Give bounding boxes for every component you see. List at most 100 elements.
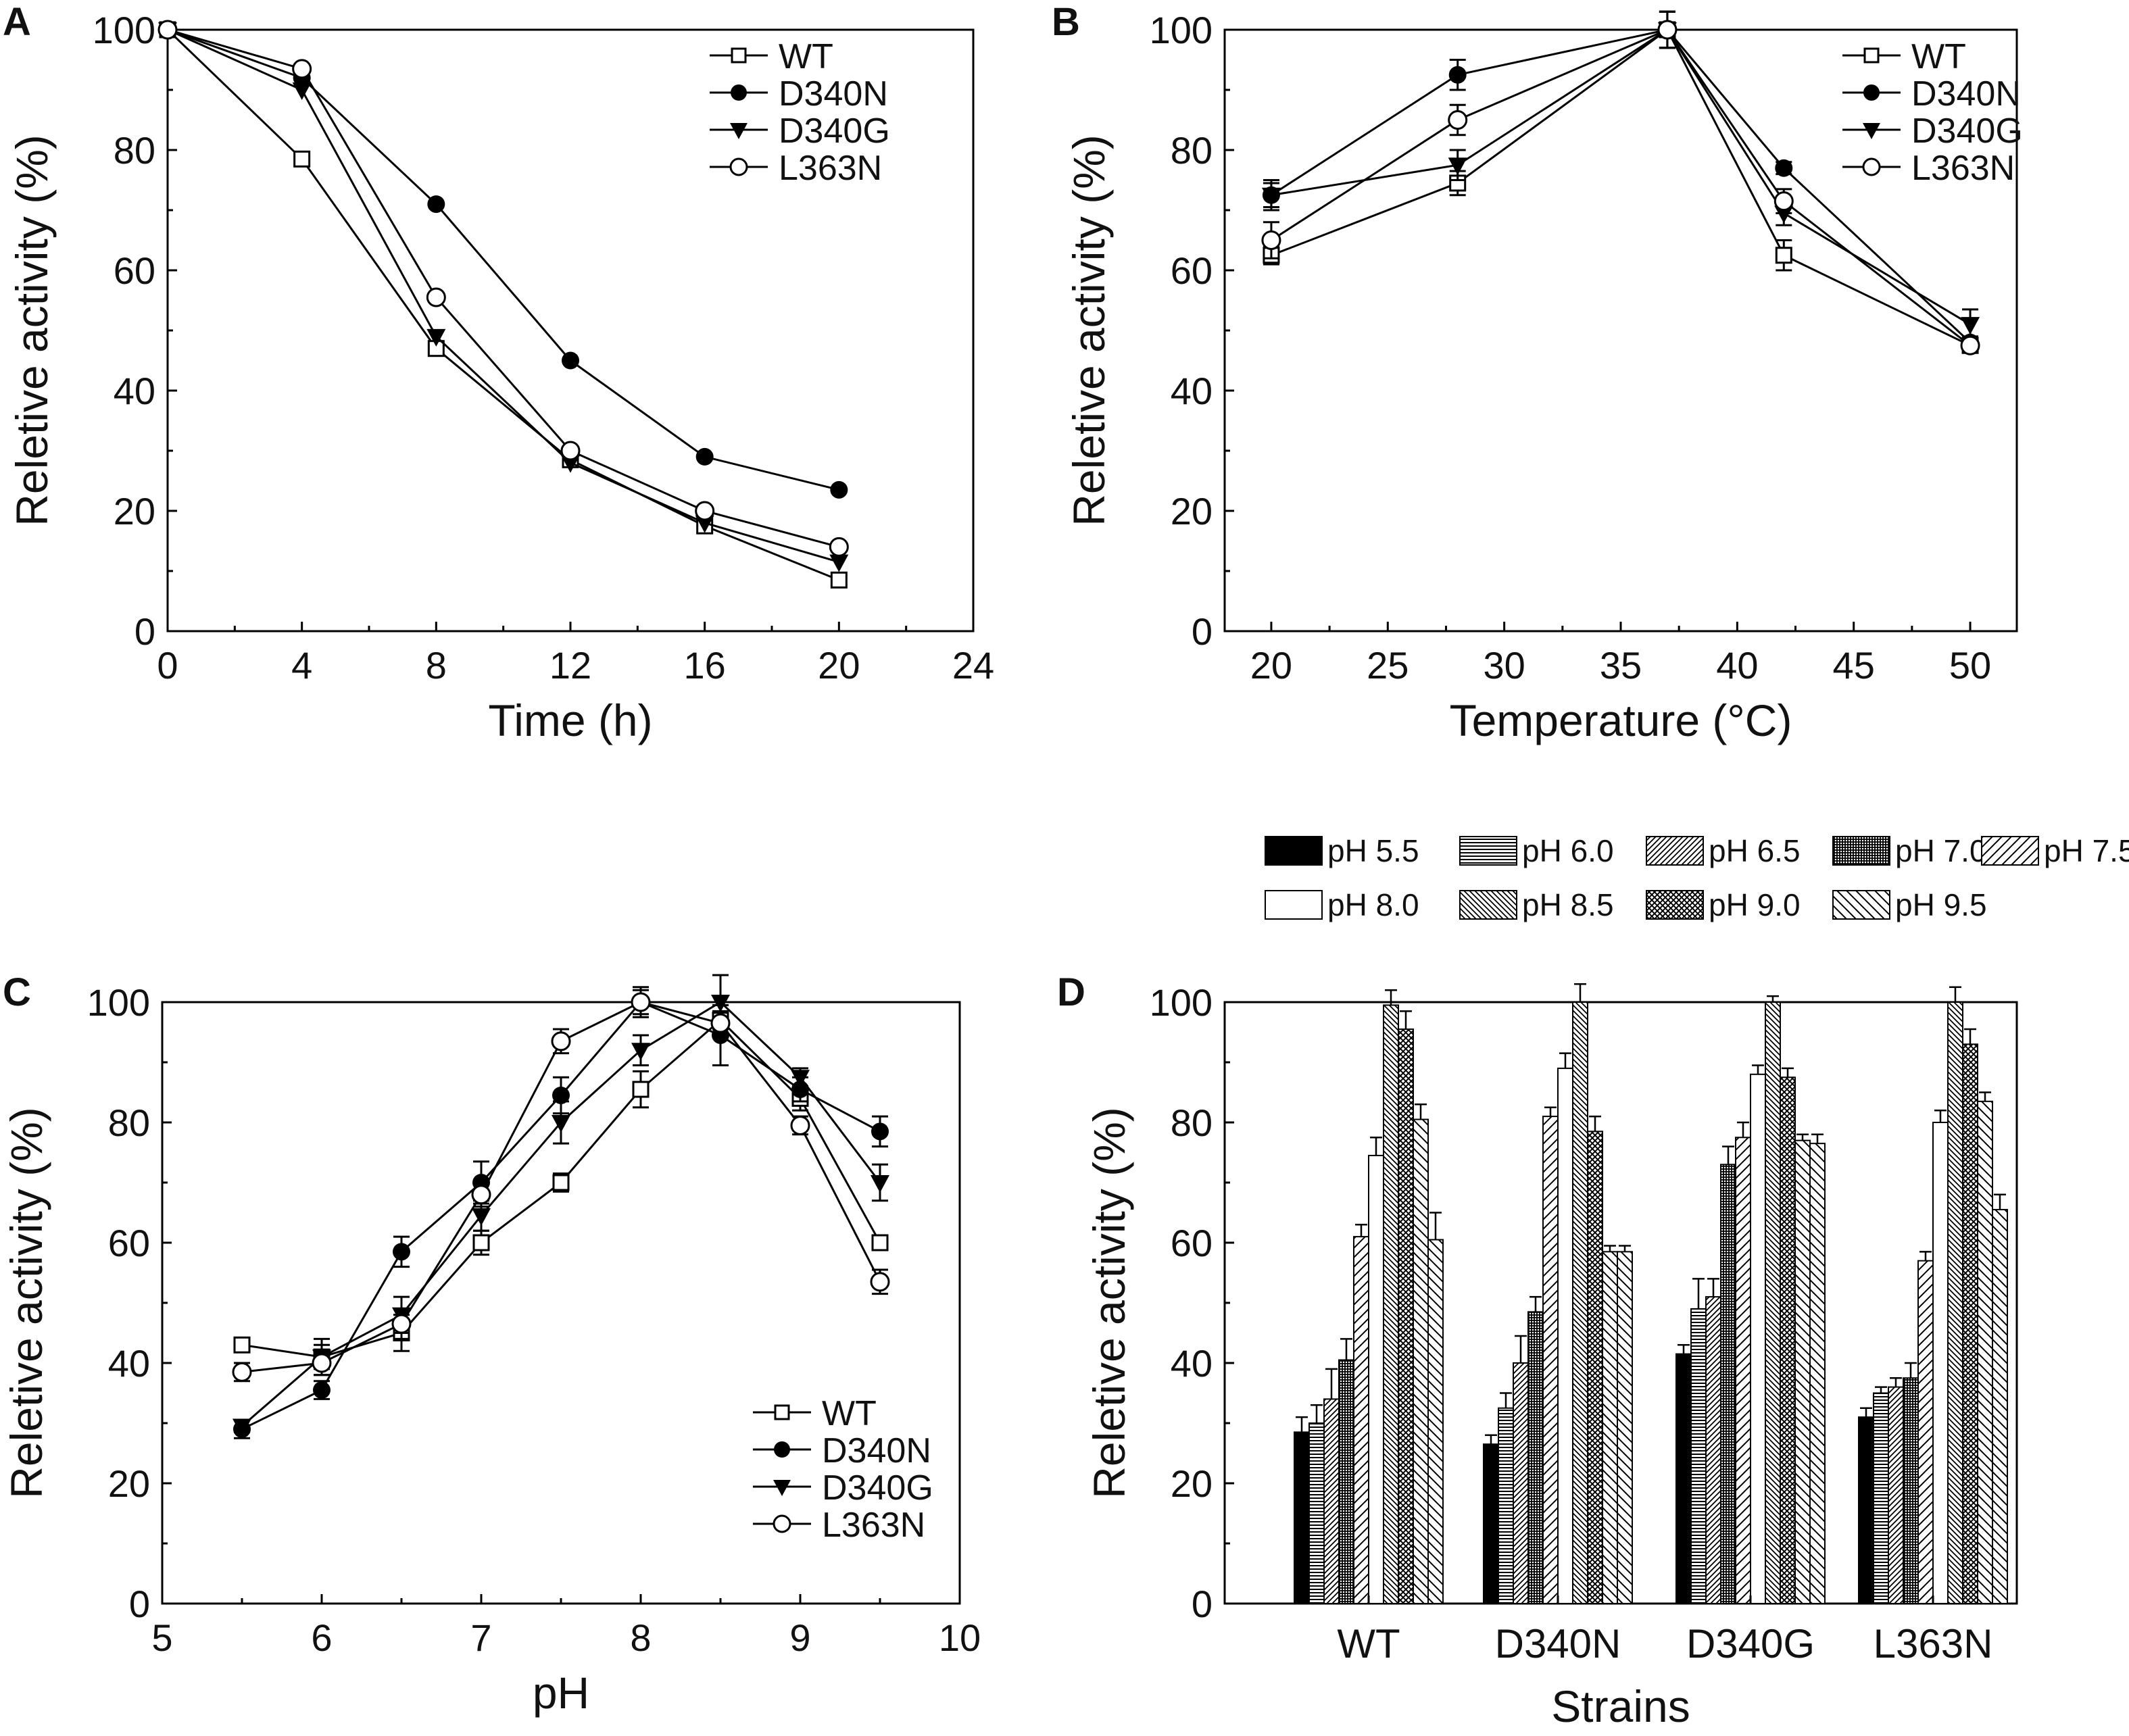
- panel-c-point-l363n: [391, 1314, 412, 1334]
- panel-c-point-d340n: [552, 1086, 570, 1104]
- panel-c-x-tick-label: 7: [470, 1616, 491, 1659]
- panel-b-point-d340n: [1448, 66, 1467, 84]
- panel-a-y-tick-label: 60: [114, 249, 155, 292]
- panel-d-error-bar: [1370, 1137, 1382, 1156]
- panel-d-legend-swatch: [1646, 836, 1704, 866]
- panel-a-legend-label-d340g: D340G: [779, 111, 890, 151]
- panel-d-error-bar: [1994, 1193, 2006, 1210]
- panel-b-x-tick-label: 30: [1483, 644, 1525, 687]
- panel-c-series-line-d340n: [241, 1001, 881, 1431]
- panel-d-bar-l363n: [1873, 1392, 1889, 1604]
- panel-b-point-d340g: [1961, 317, 1980, 335]
- panel-d-category-label-d340n: D340N: [1495, 1621, 1621, 1666]
- panel-d-bar-l363n: [1903, 1377, 1919, 1604]
- panel-b-plot-frame: [1223, 28, 2018, 633]
- panel-d-y-tick-label: 60: [1171, 1222, 1213, 1264]
- panel-b-series-line-l363n: [1271, 28, 1971, 347]
- panel-b-point-l363n: [1960, 335, 1980, 355]
- panel-d-legend-swatch: [1832, 836, 1890, 866]
- panel-b-x-tick-label: 50: [1949, 644, 1991, 687]
- panel-d-error-bar: [1796, 1133, 1809, 1141]
- panel-c-legend-marker-d340n: [774, 1441, 790, 1458]
- panel-d-bar-d340g: [1765, 1001, 1781, 1604]
- panel-a-point-l363n: [292, 59, 312, 79]
- panel-d-error-bar: [1860, 1407, 1872, 1418]
- panel-d-bar-wt: [1353, 1236, 1369, 1604]
- panel-b-x-tick-label: 40: [1716, 644, 1758, 687]
- panel-a-point-l363n: [560, 441, 581, 461]
- panel-d-legend-swatch: [1981, 836, 2039, 866]
- panel-b-point-d340g: [1774, 205, 1794, 224]
- panel-d-bar-wt: [1338, 1359, 1354, 1605]
- panel-label-c: C: [3, 970, 31, 1014]
- panel-d-bar-d340g: [1809, 1143, 1826, 1604]
- panel-label-b: B: [1052, 0, 1080, 44]
- panel-d-bar-l363n: [1977, 1100, 1993, 1604]
- panel-b-point-d340n: [1775, 159, 1793, 177]
- panel-b-line-chart: 0 20 40 60 80 100 20 25 30 35 40 45 50 Temperature (°…: [1064, 9, 2023, 745]
- panel-d-error-bar: [1604, 1245, 1616, 1252]
- panel-d-error-bar: [1722, 1145, 1734, 1165]
- panel-d-error-bar: [1515, 1335, 1527, 1363]
- panel-b-x-tick-label: 25: [1367, 644, 1409, 687]
- panel-c-point-wt: [632, 1081, 650, 1098]
- panel-d-error-bar: [1385, 989, 1397, 1006]
- panel-d-error-bar: [1692, 1278, 1705, 1309]
- panel-d-bar-wt: [1398, 1028, 1414, 1605]
- panel-c-point-l363n: [631, 992, 651, 1012]
- panel-c-point-wt: [233, 1336, 251, 1354]
- panel-a-point-l363n: [829, 537, 849, 557]
- panel-d-legend-swatch: [1646, 890, 1704, 920]
- panel-c-legend-label-l363n: L363N: [822, 1506, 925, 1545]
- panel-b-point-l363n: [1773, 191, 1794, 212]
- panel-c-point-wt: [552, 1174, 570, 1191]
- panel-d-error-bar: [1325, 1368, 1338, 1399]
- panel-c-point-l363n: [790, 1115, 810, 1135]
- panel-b-series-line-d340g: [1271, 28, 1971, 326]
- panel-b-legend-marker-d340n: [1863, 84, 1880, 101]
- panel-a-legend-label-l363n: L363N: [779, 149, 882, 188]
- panel-d-bar-wt: [1368, 1154, 1384, 1604]
- panel-c-point-d340g: [552, 1115, 570, 1133]
- panel-d-error-bar: [1415, 1103, 1427, 1120]
- panel-d-bar-d340n: [1513, 1362, 1529, 1604]
- panel-d-error-bar: [1811, 1133, 1824, 1144]
- panel-d-x-axis-label: Strains: [1551, 1681, 1690, 1731]
- panel-a-y-tick-label: 20: [114, 490, 155, 532]
- panel-c-x-tick-label: 9: [789, 1616, 810, 1659]
- panel-a-x-tick-label: 0: [157, 644, 178, 687]
- panel-c-point-l363n: [870, 1272, 890, 1292]
- panel-b-y-axis-label: Reletive activity (%): [1064, 134, 1114, 526]
- panel-d-legend-label: pH 9.0: [1709, 887, 1801, 922]
- panel-d-legend-label: pH 8.0: [1327, 887, 1419, 922]
- panel-a-x-axis-label: Time (h): [488, 695, 652, 745]
- panel-b-y-tick-label: 100: [1150, 9, 1213, 51]
- panel-d-bar-d340g: [1720, 1164, 1736, 1605]
- panel-d-bar-d340n: [1527, 1311, 1544, 1604]
- panel-b-legend-marker-wt: [1863, 47, 1880, 64]
- panel-d-y-axis-label: Reletive activity (%): [1084, 1107, 1134, 1498]
- panel-a-point-wt: [293, 150, 311, 168]
- panel-a-point-d340n: [830, 480, 848, 499]
- panel-d-bar-d340g: [1735, 1137, 1751, 1604]
- panel-d-error-bar: [1619, 1245, 1631, 1252]
- panel-c-y-tick-label: 80: [108, 1101, 150, 1144]
- panel-d-error-bar: [1752, 1064, 1764, 1074]
- panel-a-x-tick-label: 4: [291, 644, 312, 687]
- panel-d-legend-label: pH 5.5: [1327, 833, 1419, 868]
- panel-d-legend-swatch: [1832, 890, 1890, 920]
- panel-a-legend-marker-d340g: [730, 123, 748, 139]
- panel-d-error-bar: [1707, 1278, 1719, 1297]
- panel-d-bar-d340n: [1602, 1251, 1618, 1604]
- panel-d-error-bar: [1355, 1224, 1367, 1237]
- panel-c-point-d340g: [871, 1175, 889, 1193]
- panel-c-y-tick-label: 20: [108, 1462, 150, 1505]
- panel-c-legend-marker-l363n: [773, 1514, 791, 1533]
- panel-c-point-d340g: [233, 1418, 251, 1437]
- panel-c-legend-label-d340n: D340N: [822, 1431, 931, 1470]
- panel-c-point-wt: [871, 1234, 889, 1251]
- panel-d-error-bar: [1919, 1251, 1932, 1261]
- panel-c-point-wt: [472, 1234, 490, 1251]
- panel-d-bar-chart: 0 20 40 60 80 100 Reletive activity (%) Strains…: [1084, 833, 2129, 1731]
- panel-d-error-bar: [1559, 1052, 1571, 1068]
